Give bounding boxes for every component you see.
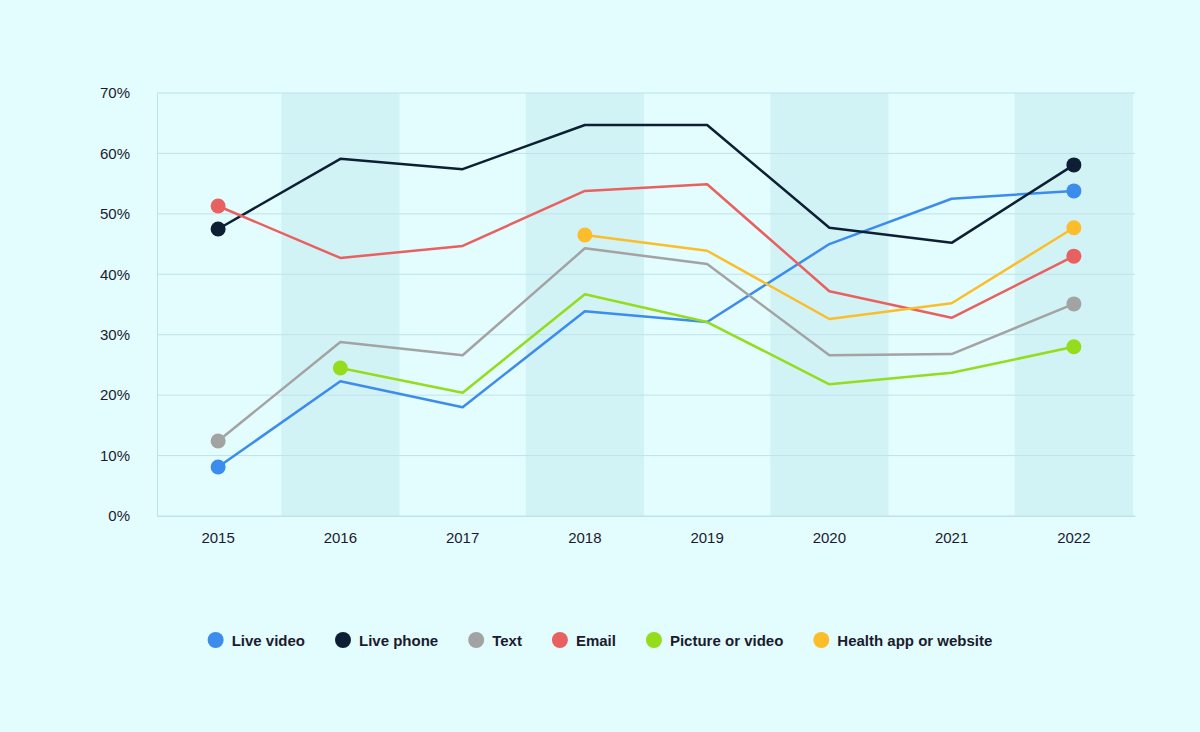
legend-marker [335, 632, 351, 648]
series-marker [1066, 220, 1081, 235]
series-marker [211, 434, 226, 449]
y-tick: 40% [100, 266, 157, 283]
x-tick: 2018 [568, 516, 601, 546]
x-tick: 2015 [201, 516, 234, 546]
legend-item: Text [468, 632, 522, 649]
legend-item: Live video [208, 632, 305, 649]
legend-item: Health app or website [813, 632, 992, 649]
legend-item: Email [552, 632, 616, 649]
grid-line [157, 395, 1135, 396]
x-axis: 2015 2016 2017 2018 2019 2020 2021 2022 [158, 516, 1136, 546]
series-marker [577, 228, 592, 243]
series-marker [211, 199, 226, 214]
tick-label: 70% [100, 84, 130, 101]
tick-label: 2017 [446, 529, 479, 546]
column-bands [281, 93, 1133, 516]
grid-line [157, 516, 1135, 517]
series-marker [211, 221, 226, 236]
legend-marker [813, 632, 829, 648]
legend-marker [208, 632, 224, 648]
series-marker [1066, 339, 1081, 354]
x-tick: 2022 [1057, 516, 1090, 546]
grid-line [157, 455, 1135, 456]
y-tick: 0% [108, 507, 157, 524]
series-line [218, 125, 1074, 243]
tick-label: 2016 [324, 529, 357, 546]
grid [157, 93, 1135, 516]
grid-line [157, 213, 1135, 214]
y-tick: 70% [100, 84, 157, 101]
y-tick: 10% [100, 447, 157, 464]
tick-label: 60% [100, 145, 130, 162]
y-tick: 60% [100, 145, 157, 162]
chart: 0%10%20%30%40%50%60%70%20152016201720182… [0, 0, 1200, 732]
series-line [585, 228, 1074, 319]
series-line [218, 191, 1074, 467]
column-band [281, 93, 399, 516]
x-tick: 2020 [813, 516, 846, 546]
tick-label: 20% [100, 386, 130, 403]
series-line [218, 184, 1074, 318]
x-tick: 2021 [935, 516, 968, 546]
y-tick: 50% [100, 205, 157, 222]
series-marker [333, 360, 348, 375]
series-marker [1066, 183, 1081, 198]
legend-label: Picture or video [670, 632, 783, 649]
grid-line [157, 334, 1135, 335]
series-marker [211, 460, 226, 475]
series-marker [1066, 249, 1081, 264]
legend-item: Picture or video [646, 632, 783, 649]
x-tick: 2019 [690, 516, 723, 546]
legend-label: Live phone [359, 632, 438, 649]
tick-label: 30% [100, 326, 130, 343]
y-tick: 30% [100, 326, 157, 343]
series-marker [1066, 157, 1081, 172]
tick-label: 10% [100, 447, 130, 464]
tick-label: 2022 [1057, 529, 1090, 546]
tick-label: 2019 [690, 529, 723, 546]
grid-line [157, 274, 1135, 275]
series-line [340, 294, 1074, 392]
tick-label: 2020 [813, 529, 846, 546]
background [0, 0, 1200, 732]
tick-label: 50% [100, 205, 130, 222]
y-tick: 20% [100, 386, 157, 403]
x-tick: 2016 [324, 516, 357, 546]
legend-marker [552, 632, 568, 648]
column-band [770, 93, 888, 516]
tick-label: 2018 [568, 529, 601, 546]
axis-line [157, 94, 158, 517]
grid-line [157, 93, 1135, 94]
legend-item: Live phone [335, 632, 438, 649]
column-band [1015, 93, 1133, 516]
legend-label: Email [576, 632, 616, 649]
tick-label: 2021 [935, 529, 968, 546]
legend-marker [646, 632, 662, 648]
series-marker [1066, 296, 1081, 311]
plot-area [211, 125, 1082, 475]
legend-marker [468, 632, 484, 648]
grid-line [157, 153, 1135, 154]
legend: Live video Live phone Text Email Picture or … [208, 632, 993, 649]
tick-label: 40% [100, 266, 130, 283]
tick-label: 2015 [201, 529, 234, 546]
y-axis: 0% 10% 20% 30% 40% 50% 60% 70% [100, 84, 158, 524]
legend-label: Health app or website [837, 632, 992, 649]
x-tick: 2017 [446, 516, 479, 546]
axis-line [158, 516, 1136, 517]
tick-label: 0% [108, 507, 130, 524]
legend-label: Live video [232, 632, 305, 649]
legend-label: Text [492, 632, 522, 649]
series-line [218, 248, 1074, 441]
